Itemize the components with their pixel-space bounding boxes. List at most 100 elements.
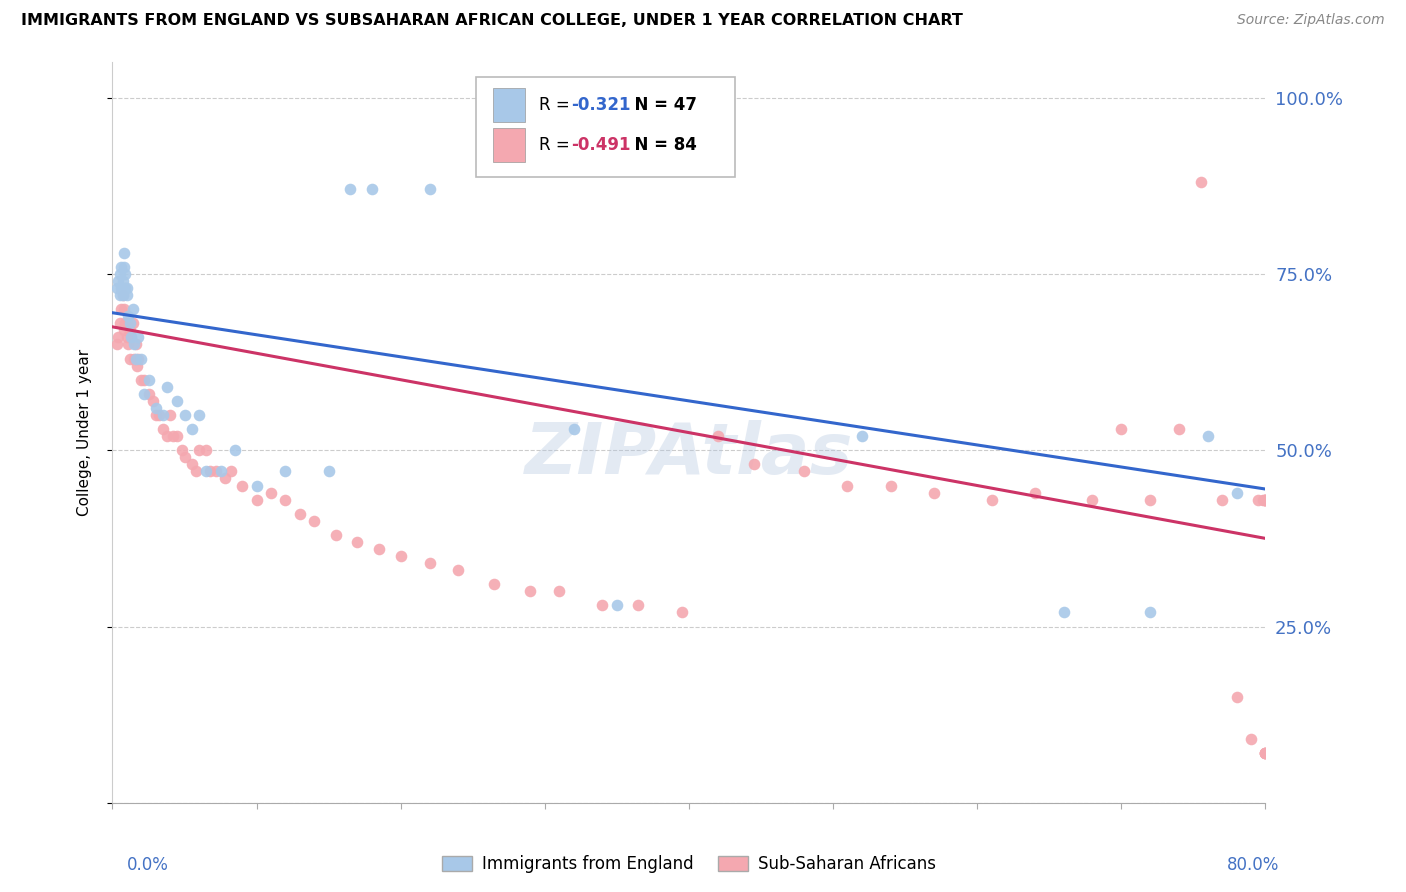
Point (112, 245, 135, 260)
Point (1254, 492, 1277, 507)
Point (124, 351, 146, 366)
Point (114, 281, 136, 295)
Point (156, 380, 179, 394)
Point (148, 408, 170, 422)
Text: R =: R = (538, 96, 575, 114)
Point (115, 330, 138, 344)
Point (122, 351, 145, 366)
Point (1167, 422, 1189, 436)
Point (606, 599, 628, 613)
Point (484, 577, 506, 591)
Point (1254, 492, 1277, 507)
Point (288, 507, 311, 521)
Point (107, 274, 129, 288)
Point (110, 281, 132, 295)
Point (180, 422, 202, 436)
Point (274, 464, 297, 478)
Point (110, 302, 132, 317)
Point (205, 464, 228, 478)
Point (118, 351, 141, 366)
Point (880, 478, 903, 492)
Point (188, 443, 211, 458)
Point (115, 316, 138, 330)
Point (111, 274, 134, 288)
Text: 80.0%: 80.0% (1227, 856, 1279, 874)
Point (121, 302, 143, 317)
Point (115, 281, 138, 295)
Point (1024, 485, 1046, 500)
Point (117, 337, 139, 351)
Point (325, 528, 347, 542)
Point (707, 429, 730, 443)
Point (219, 464, 242, 478)
Text: Source: ZipAtlas.com: Source: ZipAtlas.com (1237, 13, 1385, 28)
Point (274, 492, 297, 507)
Point (1251, 492, 1274, 507)
Point (184, 464, 207, 478)
Point (120, 330, 142, 344)
FancyBboxPatch shape (494, 128, 526, 162)
Point (117, 310, 139, 324)
Point (180, 458, 202, 472)
Point (105, 337, 128, 351)
Point (1254, 747, 1277, 761)
Point (360, 182, 382, 196)
Point (112, 302, 135, 317)
Point (107, 330, 129, 344)
Point (1254, 747, 1277, 761)
Point (1247, 492, 1270, 507)
Point (127, 351, 149, 366)
Point (1211, 492, 1233, 507)
Point (200, 464, 222, 478)
Point (108, 267, 131, 281)
Point (152, 408, 174, 422)
Point (129, 373, 153, 387)
Point (224, 443, 246, 458)
Point (156, 429, 179, 443)
Point (1226, 485, 1249, 500)
Point (115, 288, 138, 302)
Point (118, 316, 141, 330)
Point (742, 458, 765, 472)
Point (114, 316, 136, 330)
Point (142, 393, 165, 408)
Point (851, 429, 873, 443)
Point (124, 337, 146, 351)
Point (1139, 606, 1161, 620)
Point (105, 281, 128, 295)
Point (246, 478, 269, 492)
Point (209, 464, 232, 478)
Point (121, 316, 143, 330)
Point (627, 599, 650, 613)
Text: IMMIGRANTS FROM ENGLAND VS SUBSAHARAN AFRICAN COLLEGE, UNDER 1 YEAR CORRELATION : IMMIGRANTS FROM ENGLAND VS SUBSAHARAN AF… (21, 13, 963, 29)
Point (548, 584, 571, 599)
Point (108, 316, 131, 330)
Point (1254, 492, 1277, 507)
Point (108, 288, 131, 302)
Point (922, 485, 945, 500)
Point (1254, 492, 1277, 507)
Point (519, 584, 541, 599)
Point (562, 422, 585, 436)
Point (188, 408, 211, 422)
Point (793, 464, 815, 478)
Text: ZIPAtlas: ZIPAtlas (524, 420, 853, 490)
Point (1254, 747, 1277, 761)
Point (1197, 429, 1219, 443)
Point (170, 443, 193, 458)
Point (339, 182, 361, 196)
Point (118, 323, 141, 337)
Point (162, 429, 184, 443)
Y-axis label: College, Under 1 year: College, Under 1 year (77, 349, 91, 516)
Point (1111, 422, 1133, 436)
Point (110, 260, 132, 274)
Text: N = 47: N = 47 (623, 96, 697, 114)
Point (195, 443, 218, 458)
Point (1240, 732, 1263, 747)
Point (1139, 492, 1161, 507)
Point (111, 288, 134, 302)
Point (1226, 690, 1249, 704)
Point (114, 267, 136, 281)
Point (447, 563, 470, 577)
Point (173, 450, 195, 465)
